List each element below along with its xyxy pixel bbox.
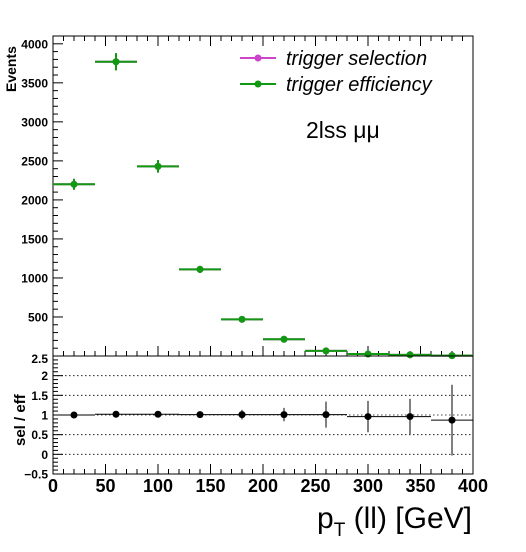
main-y-tick-label: 1000 <box>21 271 48 285</box>
ratio-point <box>431 384 473 456</box>
x-tick-label: 50 <box>95 476 115 496</box>
ratio-data-point <box>280 411 288 419</box>
data-point <box>406 351 414 359</box>
point-trigger-efficiency <box>263 335 305 343</box>
point-trigger-efficiency <box>305 347 347 355</box>
point-trigger-efficiency <box>179 265 221 273</box>
legend-entry-trigger-selection: trigger selection <box>240 48 427 70</box>
main-series-marks <box>53 53 473 360</box>
x-axis-title-subscript: T <box>334 520 346 541</box>
main-y-axis: 500 1000 1500 2000 2500 3000 3500 4000 <box>21 36 474 357</box>
data-point <box>154 162 162 170</box>
ratio-data-point <box>70 411 78 419</box>
point-trigger-efficiency <box>389 351 431 359</box>
ratio-y-tick-label: 0.5 <box>31 428 48 442</box>
main-y-tick-label: 2000 <box>21 193 48 207</box>
x-tick-label: 250 <box>300 476 330 496</box>
main-y-tick-label: 3500 <box>21 76 48 90</box>
ratio-data-point <box>406 413 414 421</box>
ratio-y-tick-label: 1 <box>41 409 48 423</box>
x-tick-label: 0 <box>48 476 58 496</box>
main-y-tick-label: 2500 <box>21 154 48 168</box>
ratio-y-tick-label: −0.5 <box>24 468 48 482</box>
ratio-point <box>263 407 305 422</box>
x-tick-label: 100 <box>143 476 173 496</box>
ratio-data-point <box>154 410 162 418</box>
ratio-data-point <box>322 411 330 419</box>
ratio-data-point <box>364 413 372 421</box>
ratio-y-tick-label: 0 <box>41 448 48 462</box>
legend-marker-trigger-efficiency <box>254 80 262 88</box>
ratio-point <box>53 411 95 419</box>
ratio-data-point <box>112 410 120 418</box>
channel-annotation: 2lss μμ <box>306 117 380 143</box>
ratio-point <box>179 411 221 419</box>
main-y-tick-label: 1500 <box>21 232 48 246</box>
ratio-data-point <box>238 411 246 419</box>
main-panel: 500 1000 1500 2000 2500 3000 3500 4000 Events 2… <box>3 35 474 360</box>
ratio-point <box>221 409 263 420</box>
x-axis-title-rest: (ll) [GeV] <box>345 502 472 535</box>
x-tick-label: 200 <box>248 476 278 496</box>
data-point <box>196 265 204 273</box>
main-y-axis-title: Events <box>3 46 19 92</box>
ratio-y-axis: −0.5 0 0.5 1 1.5 2 <box>24 355 63 482</box>
ratio-y-axis-title: sel / eff <box>12 393 29 446</box>
x-axis-title-main: p <box>317 502 334 535</box>
legend: trigger selection trigger efficiency <box>240 48 433 96</box>
data-point <box>238 315 246 323</box>
ratio-panel: −0.500.511.52 0 50 100 150 200 250 300 350 400 2… <box>12 352 488 541</box>
ratio-x-axis: 0 50 100 150 200 250 300 350 400 <box>48 464 488 496</box>
legend-label-trigger-efficiency: trigger efficiency <box>286 74 433 96</box>
x-tick-label: 350 <box>405 476 435 496</box>
legend-marker-trigger-selection <box>254 54 262 62</box>
data-point <box>280 335 288 343</box>
x-tick-label: 150 <box>195 476 225 496</box>
point-trigger-efficiency <box>137 160 179 173</box>
x-axis-title: pT (ll) [GeV] <box>317 502 472 541</box>
ratio-series-marks <box>53 384 473 456</box>
ratio-point <box>95 410 137 418</box>
ratio-top-tick-label: 2.5 <box>31 352 48 366</box>
legend-label-trigger-selection: trigger selection <box>286 48 427 70</box>
main-y-tick-label: 500 <box>28 310 48 324</box>
point-trigger-efficiency <box>95 53 137 71</box>
point-trigger-efficiency <box>221 315 263 323</box>
ratio-point <box>389 398 431 435</box>
point-trigger-efficiency <box>53 178 95 190</box>
ratio-data-point <box>196 411 204 419</box>
x-tick-label: 300 <box>353 476 383 496</box>
ratio-point <box>347 400 389 433</box>
ratio-point <box>305 401 347 428</box>
x-tick-label: 400 <box>458 476 488 496</box>
data-point <box>112 58 120 66</box>
legend-entry-trigger-efficiency: trigger efficiency <box>240 74 433 96</box>
main-y-tick-label: 3000 <box>21 115 48 129</box>
data-point <box>70 180 78 188</box>
ratio-y-tick-label: 1.5 <box>31 389 48 403</box>
main-y-tick-label: 4000 <box>21 37 48 51</box>
ratio-y-tick-label: 2 <box>41 369 48 383</box>
data-point <box>322 347 330 355</box>
ratio-data-point <box>448 416 456 424</box>
ratio-point <box>137 410 179 418</box>
